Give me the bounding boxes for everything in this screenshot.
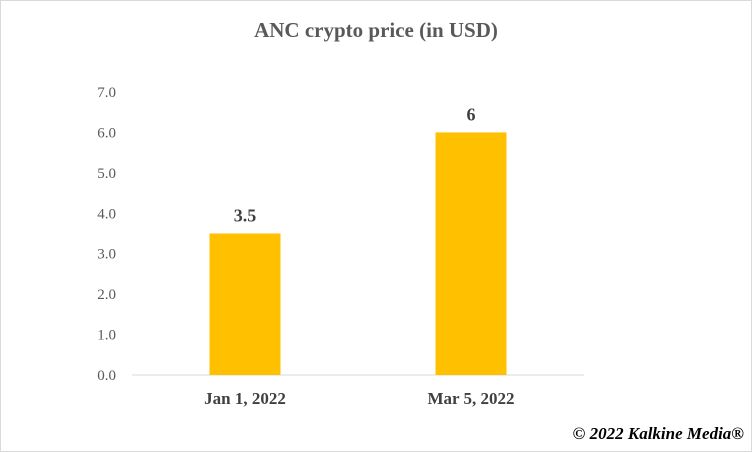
bar [209, 233, 281, 375]
y-tick-label: 3.0 [97, 247, 116, 263]
chart-title: ANC crypto price (in USD) [254, 18, 498, 42]
y-tick-label: 4.0 [97, 206, 116, 222]
bar-value-label: 3.5 [234, 206, 257, 226]
bar-value-labels: 3.56 [234, 104, 476, 225]
bars [209, 132, 507, 375]
x-tick-label: Jan 1, 2022 [204, 389, 286, 408]
bar [435, 132, 507, 375]
y-tick-label: 6.0 [97, 125, 116, 141]
x-axis-ticks: Jan 1, 2022 Mar 5, 2022 [204, 389, 514, 408]
y-tick-label: 0.0 [97, 368, 116, 384]
y-tick-label: 2.0 [97, 287, 116, 303]
y-tick-label: 7.0 [97, 85, 116, 101]
y-axis-ticks: 0.0 1.0 2.0 3.0 4.0 5.0 6.0 7.0 [97, 85, 116, 384]
bar-value-label: 6 [467, 104, 476, 124]
x-tick-label: Mar 5, 2022 [427, 389, 514, 408]
copyright-credit: © 2022 Kalkine Media® [572, 424, 744, 443]
y-tick-label: 1.0 [97, 328, 116, 344]
y-tick-label: 5.0 [97, 166, 116, 182]
